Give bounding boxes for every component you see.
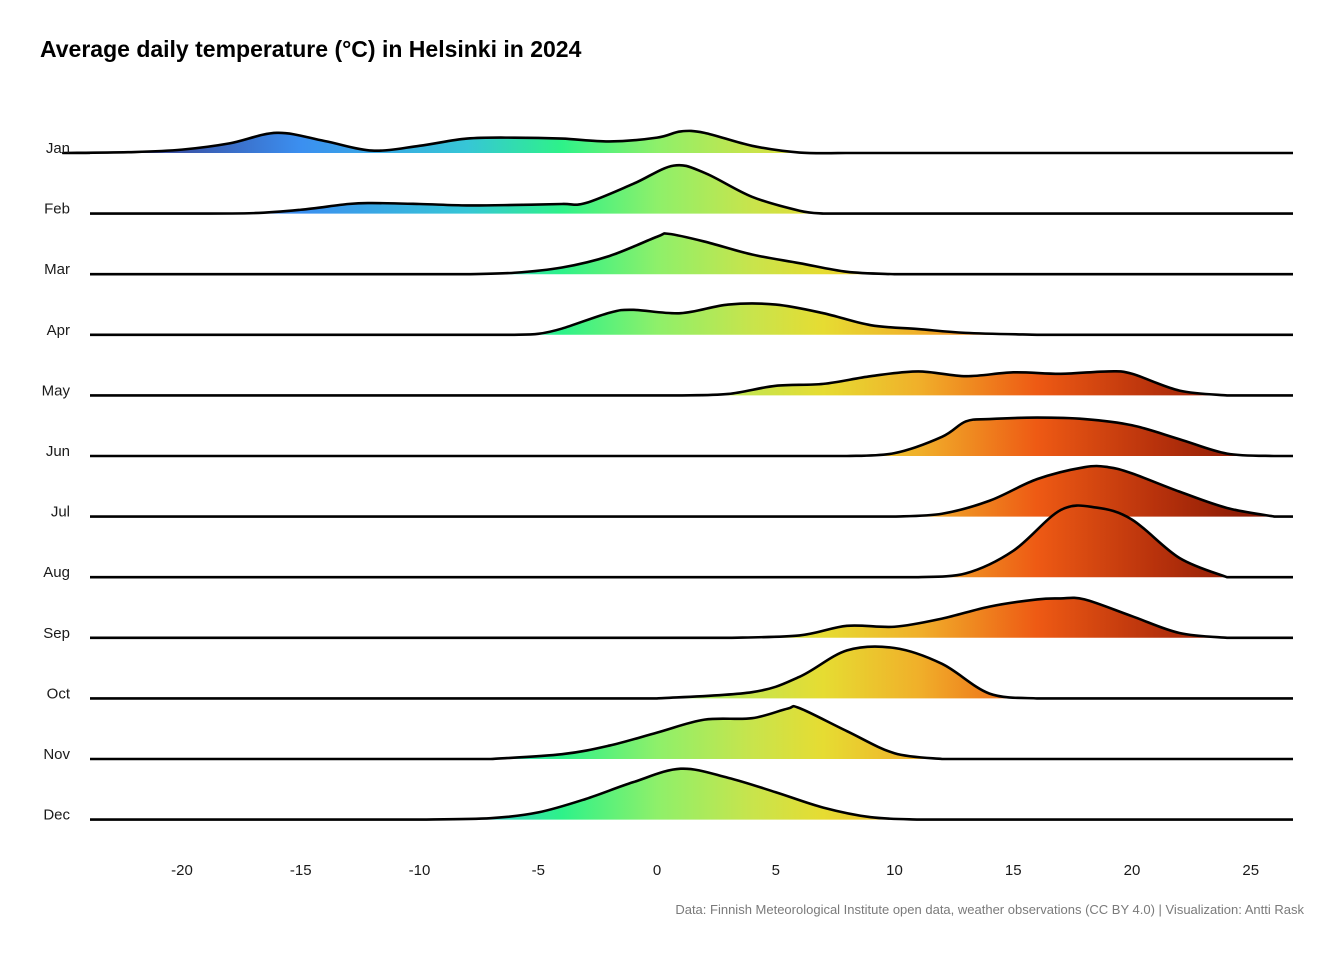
month-label-aug: Aug <box>43 564 70 581</box>
ridge-mar <box>90 232 1293 276</box>
ridge-oct <box>90 645 1293 700</box>
chart-caption: Data: Finnish Meteorological Institute o… <box>675 902 1304 917</box>
x-tick-label: 20 <box>1124 862 1141 879</box>
ridge-line-sep <box>90 596 1293 640</box>
ridge-jan <box>61 129 1293 155</box>
x-tick-label: -15 <box>290 862 312 879</box>
month-label-nov: Nov <box>43 746 70 763</box>
ridge-line-jul <box>90 464 1293 518</box>
month-label-dec: Dec <box>43 807 70 824</box>
ridge-line-aug <box>90 504 1293 579</box>
x-tick-label: 15 <box>1005 862 1022 879</box>
ridge-fill-sep <box>728 597 1227 638</box>
month-label-jun: Jun <box>46 443 70 460</box>
month-label-sep: Sep <box>43 625 70 642</box>
month-label-layer: Jan Feb Mar Apr May Jun Jul Aug Sep Oct Nov Dec <box>42 140 71 824</box>
x-tick-label: 0 <box>653 862 661 879</box>
ridge-fill-jun <box>847 417 1275 456</box>
ridge-line-jun <box>90 416 1293 458</box>
month-label-apr: Apr <box>47 322 70 339</box>
month-label-feb: Feb <box>44 201 70 218</box>
month-label-oct: Oct <box>47 685 71 702</box>
ridge-layer <box>61 129 1293 821</box>
x-tick-label: 25 <box>1242 862 1259 879</box>
chart-title: Average daily temperature (°C) in Helsin… <box>40 36 582 62</box>
ridge-fill-dec <box>419 768 919 820</box>
ridge-line-oct <box>90 645 1293 700</box>
ridge-feb <box>90 163 1293 215</box>
ridge-sep <box>90 596 1293 640</box>
month-label-jan: Jan <box>46 140 70 157</box>
month-label-may: May <box>42 382 71 399</box>
x-tick-label: 10 <box>886 862 903 879</box>
x-axis: -20 -15 -10 -5 0 5 10 15 20 25 <box>171 862 1259 879</box>
x-tick-label: 5 <box>772 862 780 879</box>
ridge-jun <box>90 416 1293 458</box>
x-tick-label: -10 <box>409 862 431 879</box>
ridge-may <box>90 370 1293 397</box>
ridge-line-jan <box>61 129 1293 155</box>
ridge-line-mar <box>90 232 1293 276</box>
ridge-fill-feb <box>182 165 824 214</box>
ridge-line-apr <box>90 302 1293 337</box>
x-tick-label: -5 <box>532 862 545 879</box>
ridge-line-feb <box>90 163 1293 215</box>
ridge-dec <box>90 767 1293 821</box>
ridge-line-nov <box>90 704 1293 761</box>
ridge-jul <box>90 464 1293 518</box>
ridge-fill-may <box>680 371 1227 396</box>
x-tick-label: -20 <box>171 862 193 879</box>
ridge-nov <box>90 704 1293 761</box>
month-label-mar: Mar <box>44 261 70 278</box>
ridge-fill-mar <box>467 233 895 275</box>
ridge-apr <box>90 302 1293 337</box>
ridge-aug <box>90 504 1293 579</box>
ridge-fill-jul <box>894 465 1275 517</box>
ridge-line-may <box>90 370 1293 397</box>
ridge-fill-nov <box>490 706 942 759</box>
ridge-fill-aug <box>918 505 1227 578</box>
ridge-line-dec <box>90 767 1293 821</box>
ridge-fill-oct <box>657 646 1037 699</box>
month-label-jul: Jul <box>51 504 70 521</box>
